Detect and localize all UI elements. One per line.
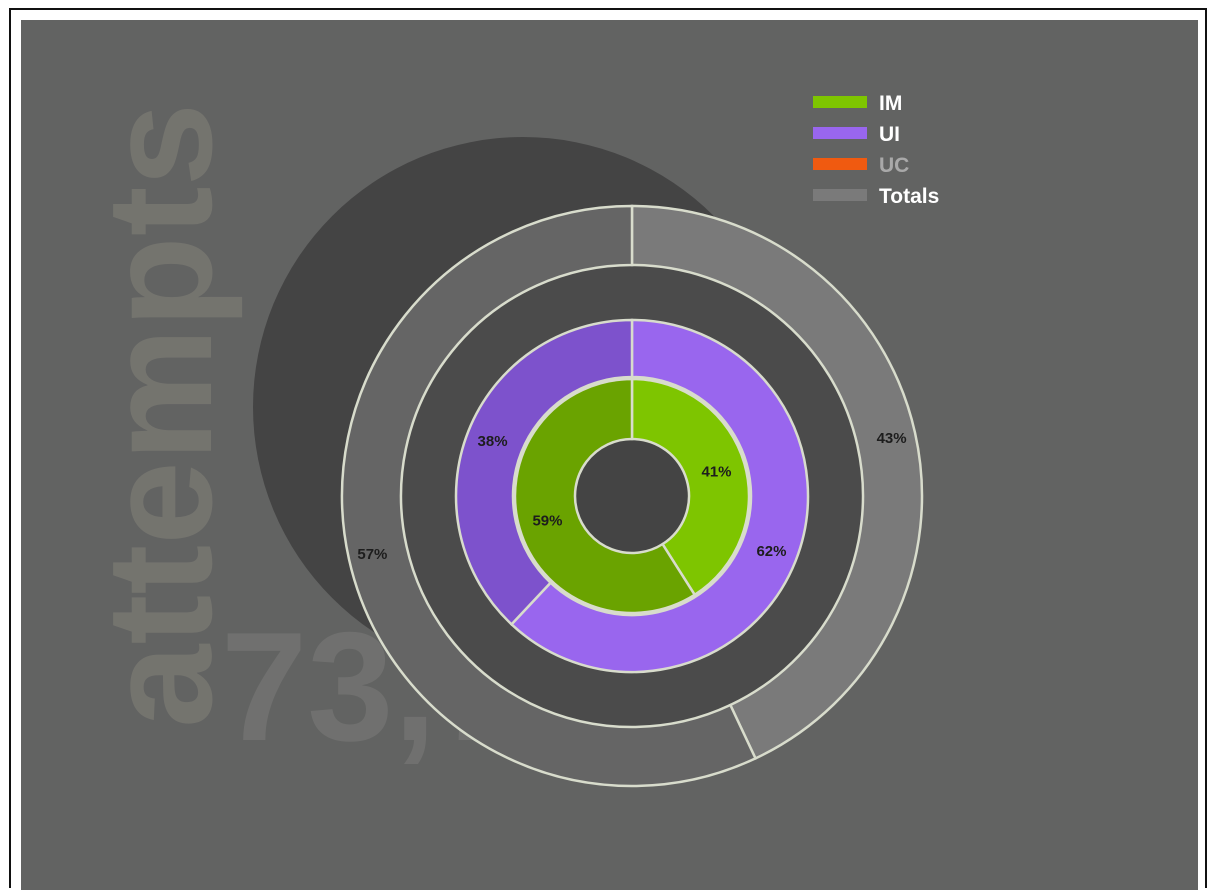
slice-ui-38[interactable] — [454, 318, 634, 627]
slice-label-ui-38: 38% — [478, 433, 508, 450]
legend-swatch-im — [813, 96, 867, 108]
legend-swatch-ui — [813, 127, 867, 139]
legend-label-im[interactable]: IM — [879, 92, 902, 115]
donut-chart: attempts 73,762 41%59%62%38%43%57% IMUIU… — [75, 92, 939, 788]
slice-totals-43[interactable] — [630, 204, 924, 761]
slice-im-41[interactable] — [630, 377, 751, 597]
slice-totals-57[interactable] — [340, 204, 758, 788]
slice-label-totals-57: 57% — [357, 546, 387, 563]
legend-swatch-uc — [813, 158, 867, 170]
chart-panel: attempts 73,762 41%59%62%38%43%57% IMUIU… — [21, 20, 1198, 890]
slice-label-ui-62: 62% — [756, 543, 786, 560]
legend-label-totals[interactable]: Totals — [879, 185, 939, 208]
background-word: attempts — [75, 103, 243, 728]
slice-label-im-59: 59% — [532, 513, 562, 530]
slice-label-totals-43: 43% — [877, 430, 907, 447]
legend-label-uc[interactable]: UC — [879, 154, 909, 177]
slice-ui-62[interactable] — [509, 318, 810, 674]
legend-swatch-totals — [813, 189, 867, 201]
legend-label-ui[interactable]: UI — [879, 123, 900, 146]
chart-frame: attempts 73,762 41%59%62%38%43%57% IMUIU… — [9, 8, 1207, 890]
slice-label-im-41: 41% — [701, 463, 731, 480]
slice-im-59[interactable] — [513, 377, 697, 615]
donut-hole — [575, 439, 689, 553]
